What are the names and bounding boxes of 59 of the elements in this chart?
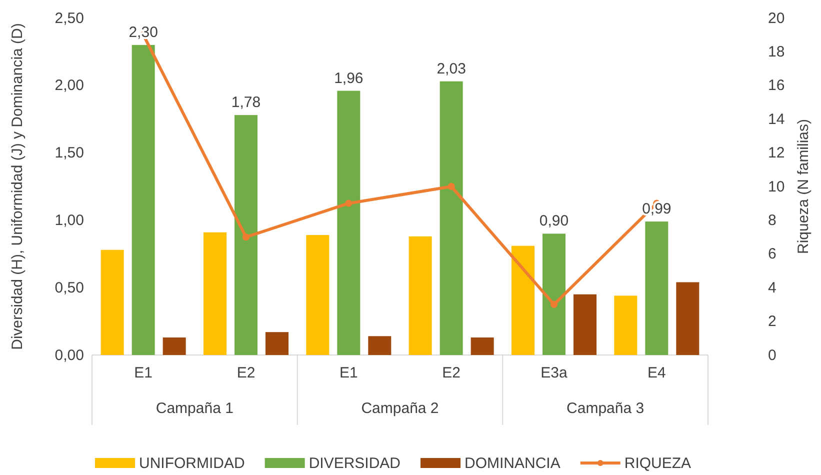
y2-tick-label: 6: [768, 246, 776, 263]
x-tick-label: E2: [236, 364, 256, 382]
bar: [574, 294, 596, 355]
bar: [368, 336, 392, 355]
bar: [645, 222, 668, 355]
data-label: 2,30: [128, 24, 158, 41]
bar: [234, 115, 258, 355]
bar: [132, 44, 155, 355]
y2-axis-title: Riqueza (N familias): [795, 118, 812, 254]
bar: [512, 246, 534, 355]
bar: [614, 296, 638, 355]
x-tick-label: E4: [647, 364, 666, 382]
text: Campaña 1: [156, 400, 234, 417]
y2-tick-label: 2: [768, 313, 776, 330]
y-tick-label: 2,50: [54, 10, 84, 27]
data-label: 1,78: [231, 94, 261, 112]
bar: [470, 337, 494, 355]
bar: [306, 235, 330, 355]
y-tick-label: 1,00: [54, 212, 84, 229]
x-tick-label: E2: [442, 364, 461, 382]
y2-tick-label: 10: [768, 178, 785, 196]
y2-tick-label: 12: [768, 144, 785, 162]
text: Campaña 2: [361, 400, 439, 417]
y-tick-label: 1,50: [54, 144, 84, 162]
bar: [440, 81, 463, 355]
y-tick-label: 0,50: [54, 279, 84, 296]
y2-tick-label: 14: [768, 110, 785, 128]
y2-tick-label: 20: [768, 10, 785, 27]
point: [242, 233, 250, 241]
y2-tick-label: 0: [768, 346, 776, 364]
x-tick-label: E1: [339, 364, 358, 382]
legend-label: DOMINANCIA: [464, 455, 560, 472]
y-tick-label: 2,00: [54, 77, 84, 94]
x-tick-label: E3a: [540, 364, 568, 382]
y2-tick-label: 4: [768, 279, 776, 296]
bar: [337, 90, 360, 355]
y2-tick-label: 8: [768, 212, 776, 229]
bar: [204, 232, 226, 355]
bar: [676, 282, 700, 355]
legend-label: DIVERSIDAD: [308, 455, 401, 472]
data-label: 0,90: [539, 212, 569, 230]
bar: [100, 250, 124, 355]
data-label: 2,03: [436, 60, 466, 78]
legend-label: UNIFORMIDAD: [139, 455, 245, 472]
y-axis-title: Diversidad (H), Uniformidad (J) y Dominancia (D): [9, 23, 26, 350]
bar: [542, 234, 566, 355]
point: [448, 182, 455, 190]
bar: [408, 236, 432, 355]
bar: [162, 337, 186, 355]
y2-tick-label: 16: [768, 77, 785, 94]
legend-label: RIQUEZA: [624, 455, 692, 472]
point: [550, 300, 558, 308]
x-tick-label: E1: [134, 364, 153, 382]
data-label: 1,96: [334, 70, 364, 87]
text: Campaña 3: [566, 400, 644, 417]
y-tick-label: 0,00: [54, 346, 84, 364]
point: [345, 200, 352, 207]
bar: [266, 332, 288, 355]
y2-tick-label: 18: [768, 44, 785, 60]
